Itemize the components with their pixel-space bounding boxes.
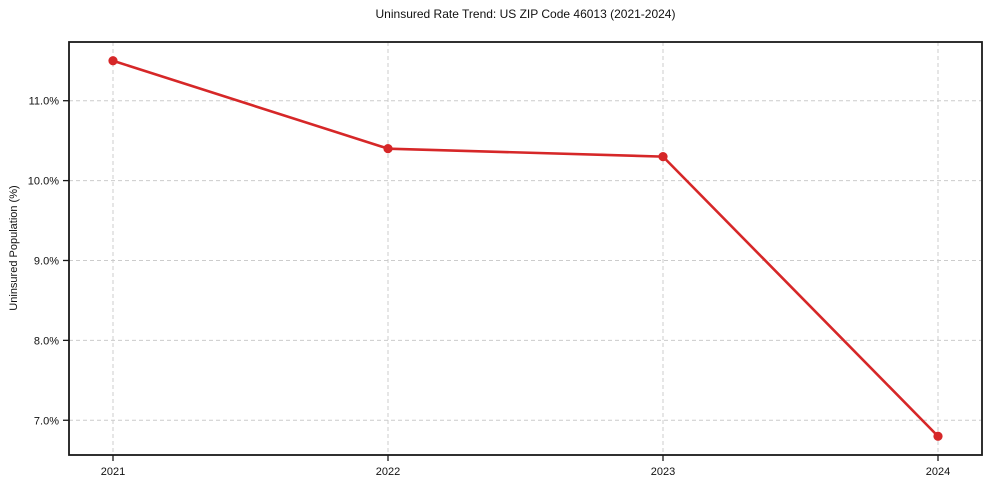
data-point (933, 431, 943, 441)
axes-frame (68, 41, 983, 456)
y-tick-label: 8.0% (34, 335, 59, 347)
y-tick-label: 11.0% (29, 96, 60, 108)
x-tick-label: 2024 (926, 466, 950, 478)
trend-line (111, 59, 940, 438)
data-point (658, 152, 668, 162)
y-tick-label: 7.0% (34, 415, 59, 427)
x-tick-label: 2023 (651, 466, 675, 478)
x-tick-label: 2021 (101, 466, 125, 478)
data-point (108, 56, 118, 66)
data-point (383, 144, 393, 154)
x-tick-label: 2022 (376, 466, 400, 478)
chart-title: Uninsured Rate Trend: US ZIP Code 46013 … (375, 7, 676, 21)
y-tick-label: 10.0% (28, 176, 59, 188)
y-tick-label: 9.0% (34, 255, 59, 267)
